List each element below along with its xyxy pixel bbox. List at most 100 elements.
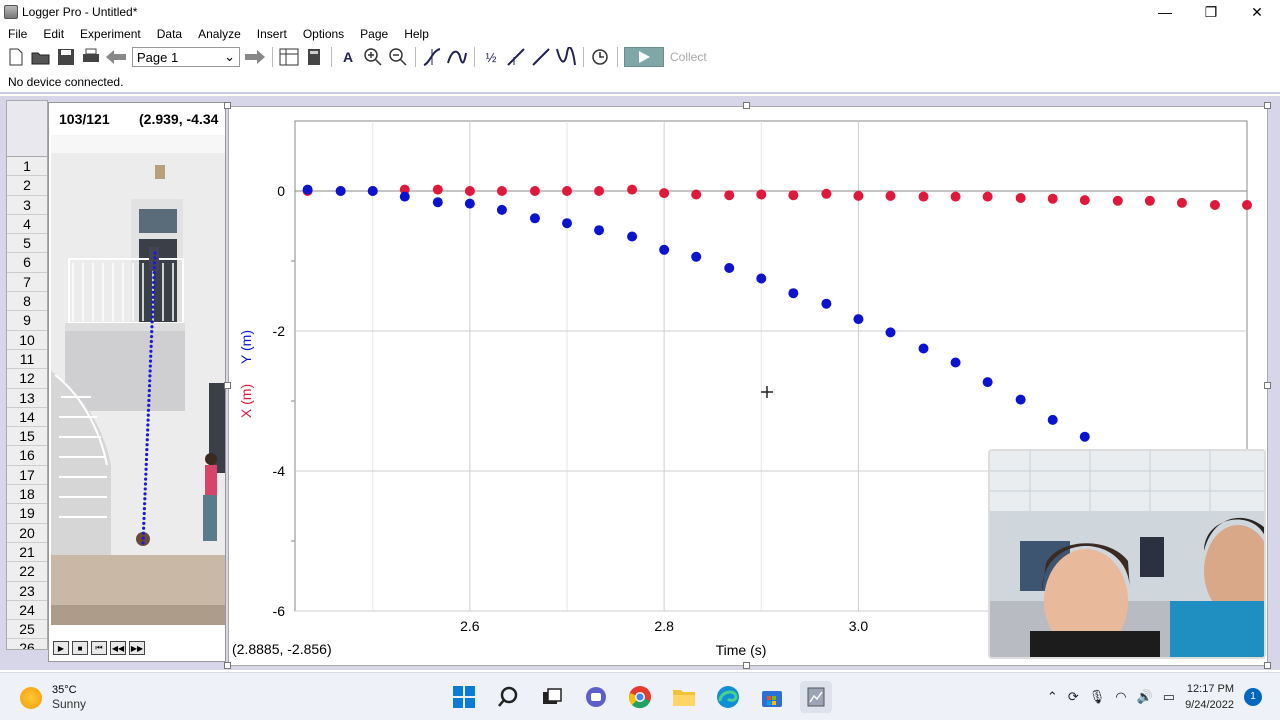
row-number[interactable]: 18 xyxy=(7,485,47,505)
video-frame[interactable] xyxy=(51,135,225,625)
microphone-icon[interactable]: 🎙 xyxy=(1088,689,1106,704)
row-number[interactable]: 9 xyxy=(7,311,47,331)
save-icon[interactable] xyxy=(54,46,78,68)
resize-handle[interactable] xyxy=(1264,382,1271,389)
play-icon[interactable]: ▶ xyxy=(53,641,69,655)
tangent-icon[interactable] xyxy=(445,46,469,68)
resize-handle[interactable] xyxy=(743,102,750,109)
chevron-up-icon[interactable]: ⌃ xyxy=(1046,689,1058,704)
video-panel[interactable]: 103/121 (2.939, -4.34 ▶ ■ ⏮ ◀◀ ▶▶ xyxy=(48,102,226,662)
restore-button[interactable]: ❐ xyxy=(1204,3,1218,20)
resize-handle[interactable] xyxy=(743,662,750,669)
tracked-point xyxy=(148,359,153,363)
windows-start-icon[interactable] xyxy=(448,681,480,713)
linear-fit-icon[interactable] xyxy=(529,46,553,68)
page-select-value: Page 1 xyxy=(137,49,179,65)
row-number[interactable]: 21 xyxy=(7,543,47,563)
data-collection-icon[interactable] xyxy=(588,46,612,68)
new-file-icon[interactable] xyxy=(4,46,28,68)
wifi-icon[interactable]: ◠ xyxy=(1115,689,1127,704)
menu-edit[interactable]: Edit xyxy=(43,27,65,41)
file-explorer-icon[interactable] xyxy=(668,681,700,713)
tracked-point xyxy=(151,300,155,304)
integral-icon[interactable] xyxy=(504,46,528,68)
row-number[interactable]: 17 xyxy=(7,466,47,486)
zoom-in-icon[interactable] xyxy=(361,46,385,68)
row-number[interactable]: 8 xyxy=(7,292,47,312)
row-number[interactable]: 10 xyxy=(7,331,47,350)
calculator-icon[interactable] xyxy=(302,46,326,68)
row-number[interactable]: 5 xyxy=(7,234,47,254)
weather-widget[interactable]: 35°C Sunny xyxy=(20,683,86,712)
edge-icon[interactable] xyxy=(712,681,744,713)
previous-page-icon[interactable] xyxy=(104,46,128,68)
collect-button[interactable] xyxy=(624,47,664,67)
table-icon[interactable] xyxy=(277,46,301,68)
row-number[interactable]: 25 xyxy=(7,620,47,640)
volume-icon[interactable]: 🔊 xyxy=(1136,689,1153,704)
row-number[interactable]: 23 xyxy=(7,582,47,601)
row-number[interactable]: 2 xyxy=(7,176,47,196)
data-table[interactable]: 1 2 3 4 5 6 7 8 9 10 11 12 13 14 15 16 17 18 19 20 21 22 23 24 2… xyxy=(6,100,48,650)
clock[interactable]: 12:17 PM 9/24/2022 xyxy=(1185,681,1234,713)
minimize-button[interactable]: — xyxy=(1158,4,1172,20)
row-number[interactable]: 3 xyxy=(7,196,47,215)
menu-analyze[interactable]: Analyze xyxy=(198,27,241,41)
chrome-icon[interactable] xyxy=(624,681,656,713)
autoscale-icon[interactable]: A xyxy=(342,49,354,65)
row-number[interactable]: 4 xyxy=(7,215,47,235)
menu-options[interactable]: Options xyxy=(302,27,345,41)
tracked-point xyxy=(142,506,147,511)
menu-experiment[interactable]: Experiment xyxy=(80,27,141,41)
row-number[interactable]: 15 xyxy=(7,427,47,447)
row-number[interactable]: 11 xyxy=(7,350,47,370)
rewind-icon[interactable]: ⏮ xyxy=(91,641,107,655)
logger-pro-taskbar-icon[interactable] xyxy=(800,681,832,713)
open-folder-icon[interactable] xyxy=(29,46,53,68)
interpolate-icon[interactable]: ½ xyxy=(485,49,497,65)
stop-icon[interactable]: ■ xyxy=(72,641,88,655)
row-number[interactable]: 19 xyxy=(7,504,47,524)
notification-badge[interactable]: 1 xyxy=(1244,688,1262,706)
row-number[interactable]: 12 xyxy=(7,369,47,389)
row-number[interactable]: 6 xyxy=(7,253,47,273)
next-page-icon[interactable] xyxy=(243,46,267,68)
step-back-icon[interactable]: ◀◀ xyxy=(110,641,126,655)
resize-handle[interactable] xyxy=(1264,102,1271,109)
row-number[interactable]: 13 xyxy=(7,389,47,408)
store-icon[interactable] xyxy=(756,681,788,713)
examine-icon[interactable] xyxy=(420,46,444,68)
tracked-ball-path xyxy=(141,251,157,545)
resize-handle[interactable] xyxy=(224,102,231,109)
menu-help[interactable]: Help xyxy=(404,27,429,41)
battery-icon[interactable]: ▭ xyxy=(1162,689,1176,704)
menu-data[interactable]: Data xyxy=(156,27,183,41)
row-number[interactable]: 22 xyxy=(7,562,47,582)
search-icon[interactable] xyxy=(492,681,524,713)
row-number[interactable]: 26 xyxy=(7,639,47,649)
resize-handle[interactable] xyxy=(224,382,231,389)
close-button[interactable]: ✕ xyxy=(1251,3,1263,20)
page-select[interactable]: Page 1 ⌄ xyxy=(132,47,240,67)
row-number[interactable]: 16 xyxy=(7,446,47,466)
chat-icon[interactable] xyxy=(580,681,612,713)
step-forward-icon[interactable]: ▶▶ xyxy=(129,641,145,655)
row-number[interactable]: 24 xyxy=(7,601,47,621)
sync-icon[interactable]: ⟳ xyxy=(1067,689,1079,704)
resize-handle[interactable] xyxy=(224,662,231,669)
menu-file[interactable]: File xyxy=(8,27,28,41)
tracked-point xyxy=(148,369,152,373)
data-point xyxy=(756,189,767,200)
menu-page[interactable]: Page xyxy=(360,27,389,41)
row-number[interactable]: 7 xyxy=(7,273,47,293)
zoom-out-icon[interactable] xyxy=(386,46,410,68)
menu-insert[interactable]: Insert xyxy=(256,27,287,41)
row-number[interactable]: 20 xyxy=(7,524,47,543)
curve-fit-icon[interactable] xyxy=(554,46,578,68)
task-view-icon[interactable] xyxy=(536,681,568,713)
row-number[interactable]: 14 xyxy=(7,408,47,428)
resize-handle[interactable] xyxy=(1264,662,1271,669)
data-point xyxy=(1047,193,1058,204)
row-number[interactable]: 1 xyxy=(7,157,47,177)
print-icon[interactable] xyxy=(79,46,103,68)
